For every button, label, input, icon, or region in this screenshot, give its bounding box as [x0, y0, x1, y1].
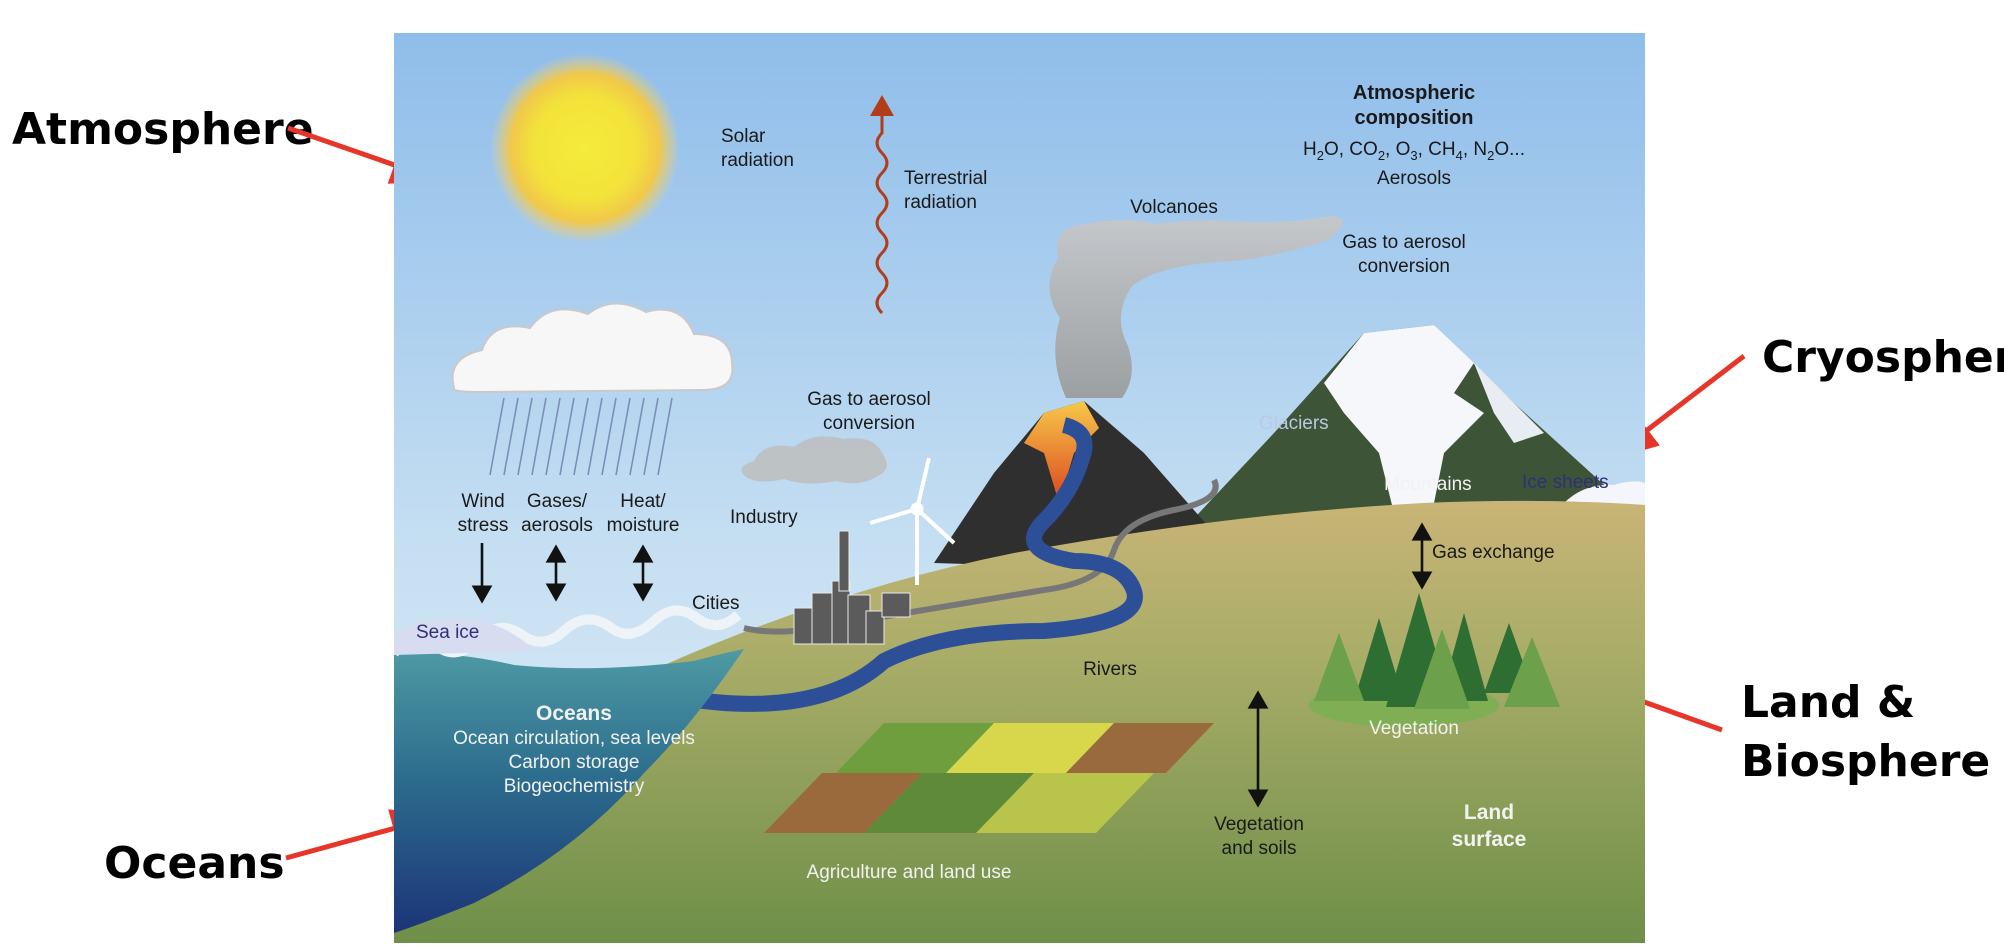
solar-radiation-line1: Solar — [721, 126, 766, 147]
gas-aerosol-volcano-line2: conversion — [1358, 255, 1450, 277]
gas-exchange-label: Gas exchange — [1432, 542, 1555, 563]
land-biosphere-label-line1: Land & — [1741, 677, 1916, 728]
wind-stress-label: Wind stress — [444, 490, 522, 538]
land-surface-line2: surface — [1451, 828, 1527, 852]
gases-aerosols-label: Gases/ aerosols — [514, 490, 600, 538]
sea-ice — [394, 619, 534, 655]
atmosphere-label: Atmosphere — [12, 104, 314, 155]
land-surface-label: Land surface — [1439, 799, 1539, 854]
atmospheric-composition-line1: Atmospheric — [1352, 82, 1476, 104]
heat-moisture-line1: Heat/ — [620, 491, 666, 512]
industry-label: Industry — [730, 507, 798, 528]
oceans-description-line3: Biogeochemistry — [503, 775, 645, 797]
oceans-description-line1: Ocean circulation, sea levels — [453, 728, 695, 749]
land-biosphere-label-line2: Biosphere — [1741, 736, 1991, 788]
gases-aerosols-line2: aerosols — [521, 514, 593, 536]
ice-sheets-label: Ice sheets — [1522, 472, 1609, 493]
land-surface-line1: Land — [1463, 801, 1515, 824]
black-arrows — [471, 522, 1433, 808]
solar-radiation-line2: radiation — [721, 149, 794, 171]
sun — [490, 53, 680, 243]
wind-stress-line1: Wind — [461, 491, 505, 512]
mountains-label: Mountains — [1384, 474, 1472, 495]
rain-cloud — [451, 302, 734, 476]
gas-aerosol-industry-line1: Gas to aerosol — [807, 389, 931, 410]
terrestrial-radiation-label: Terrestrial radiation — [904, 167, 987, 215]
heat-moisture-label: Heat/ moisture — [599, 490, 687, 538]
vegetation-soils-line1: Vegetation — [1214, 814, 1304, 835]
heat-moisture-line2: moisture — [606, 514, 680, 536]
atmospheric-composition-title: Atmospheric composition — [1299, 81, 1529, 131]
oceans-description: Ocean circulation, sea levels Carbon sto… — [424, 727, 724, 798]
ocean — [394, 649, 744, 933]
atmospheric-composition-line2: composition — [1354, 107, 1474, 129]
glaciers-label: Glaciers — [1259, 413, 1329, 434]
vegetation-soils-line2: and soils — [1221, 837, 1297, 859]
vegetation-label: Vegetation — [1369, 718, 1459, 739]
atmospheric-gases-formula: H2O, CO2, O3, CH4, N2O... — [1303, 139, 1525, 163]
rivers-label: Rivers — [1083, 659, 1137, 680]
land — [394, 500, 1645, 943]
climate-system-diagram: Solar radiation Terrestrial radiation At… — [394, 33, 1645, 943]
solar-radiation-label: Solar radiation — [721, 125, 794, 173]
gas-aerosol-industry-label: Gas to aerosol conversion — [789, 388, 949, 436]
volcano-smoke — [1049, 216, 1343, 398]
cities-label: Cities — [692, 593, 740, 614]
wind-turbine — [869, 457, 956, 585]
aerosols-label: Aerosols — [1377, 168, 1451, 189]
agriculture-label: Agriculture and land use — [806, 862, 1012, 883]
terrestrial-radiation-line1: Terrestrial — [904, 168, 988, 189]
sea-ice-label: Sea ice — [416, 622, 480, 643]
gas-aerosol-industry-line2: conversion — [823, 412, 915, 434]
city — [793, 530, 911, 645]
gas-aerosol-volcano-label: Gas to aerosol conversion — [1319, 231, 1489, 279]
terrestrial-radiation-wave — [870, 95, 894, 315]
industry-smoke — [741, 436, 887, 484]
land-biosphere-label: Land & Biosphere — [1741, 673, 1990, 792]
volcanoes-label: Volcanoes — [1130, 197, 1218, 218]
oceans-label: Oceans — [104, 838, 285, 889]
gases-aerosols-line1: Gases/ — [526, 491, 588, 512]
wind-stress-line2: stress — [457, 514, 509, 536]
oceans-description-line2: Carbon storage — [508, 751, 640, 773]
cryosphere-label: Cryosphere — [1762, 332, 2004, 383]
vegetation-soils-label: Vegetation and soils — [1194, 813, 1324, 861]
diagram-illustration — [394, 33, 1645, 943]
terrestrial-radiation-line2: radiation — [904, 191, 977, 213]
agriculture-fields — [764, 723, 1214, 833]
oceans-title: Oceans — [536, 702, 612, 725]
gas-aerosol-volcano-line1: Gas to aerosol — [1342, 232, 1466, 253]
forest — [1309, 593, 1560, 727]
